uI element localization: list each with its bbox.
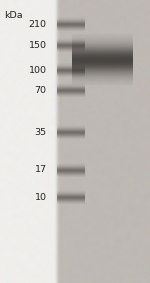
Text: 10: 10 xyxy=(34,193,46,202)
Text: kDa: kDa xyxy=(4,11,23,20)
Text: 100: 100 xyxy=(28,66,46,75)
Text: 150: 150 xyxy=(28,41,46,50)
Text: 17: 17 xyxy=(34,165,46,174)
Text: 70: 70 xyxy=(34,86,46,95)
Text: 210: 210 xyxy=(28,20,46,29)
Text: 35: 35 xyxy=(34,128,46,137)
